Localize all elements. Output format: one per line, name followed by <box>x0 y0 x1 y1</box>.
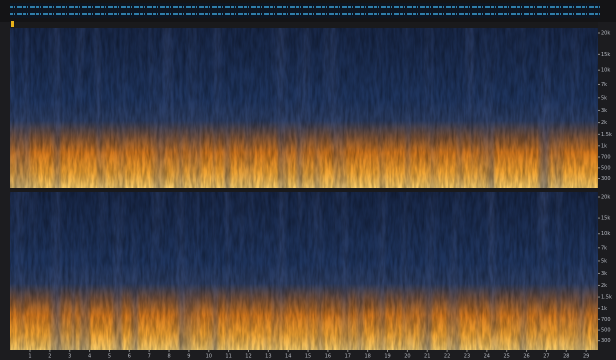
overview-waveform <box>10 6 600 15</box>
time-label: 11 <box>225 354 231 360</box>
time-label: 23 <box>464 354 470 360</box>
frequency-label: 2k <box>601 283 607 289</box>
frequency-label: 1k <box>601 143 607 149</box>
frequency-label: 15k <box>601 216 610 222</box>
time-label: 15 <box>305 354 311 360</box>
frequency-label: 300 <box>601 176 611 182</box>
time-label: 29 <box>583 354 589 360</box>
frequency-label: 5k <box>601 95 607 101</box>
overview-waveform-bg <box>10 3 600 18</box>
time-label: 10 <box>206 354 212 360</box>
time-label: 3 <box>68 354 71 360</box>
channel-1[interactable] <box>10 28 598 188</box>
time-label: 19 <box>384 354 390 360</box>
time-label: 1 <box>28 354 31 360</box>
frequency-label: 2k <box>601 120 607 126</box>
frequency-label: 700 <box>601 317 611 323</box>
time-ruler[interactable] <box>0 350 598 360</box>
frequency-label: 5k <box>601 258 607 264</box>
time-label: 21 <box>424 354 430 360</box>
channel-divider <box>10 188 598 192</box>
frequency-label: 10k <box>601 68 610 74</box>
channel-2[interactable] <box>10 192 598 350</box>
frequency-label: 500 <box>601 328 611 334</box>
frequency-ruler <box>598 22 616 360</box>
frequency-label: 7k <box>601 245 607 251</box>
time-label: 2 <box>48 354 51 360</box>
left-margin <box>0 22 10 350</box>
time-label: 7 <box>148 354 151 360</box>
time-label: 26 <box>523 354 529 360</box>
frequency-label: 10k <box>601 231 610 237</box>
time-label: 28 <box>563 354 569 360</box>
time-label: 4 <box>88 354 91 360</box>
frequency-label: 1.5k <box>601 132 612 138</box>
frequency-label: 15k <box>601 52 610 58</box>
time-label: 20 <box>404 354 410 360</box>
time-label: 13 <box>265 354 271 360</box>
time-label: 14 <box>285 354 291 360</box>
frequency-label: 700 <box>601 154 611 160</box>
frequency-label: 3k <box>601 271 607 277</box>
time-label: 27 <box>543 354 549 360</box>
frequency-label: 7k <box>601 82 607 88</box>
time-label: 24 <box>484 354 490 360</box>
spectrogram-texture <box>10 192 598 350</box>
frequency-label: 3k <box>601 108 607 114</box>
time-label: 16 <box>325 354 331 360</box>
time-label: 6 <box>128 354 131 360</box>
time-label: 8 <box>167 354 170 360</box>
time-label: 12 <box>245 354 251 360</box>
time-label: 5 <box>108 354 111 360</box>
frequency-label: 1.5k <box>601 295 612 301</box>
frequency-label: 500 <box>601 165 611 171</box>
frequency-label: 20k <box>601 31 610 37</box>
frequency-label: 20k <box>601 195 610 201</box>
playhead-marker[interactable] <box>11 21 14 27</box>
time-label: 18 <box>364 354 370 360</box>
frequency-label: 1k <box>601 306 607 312</box>
time-label: 22 <box>444 354 450 360</box>
frequency-label: 300 <box>601 338 611 344</box>
spectrogram-texture <box>10 28 598 188</box>
time-label: 9 <box>187 354 190 360</box>
time-label: 17 <box>345 354 351 360</box>
time-label: 25 <box>504 354 510 360</box>
